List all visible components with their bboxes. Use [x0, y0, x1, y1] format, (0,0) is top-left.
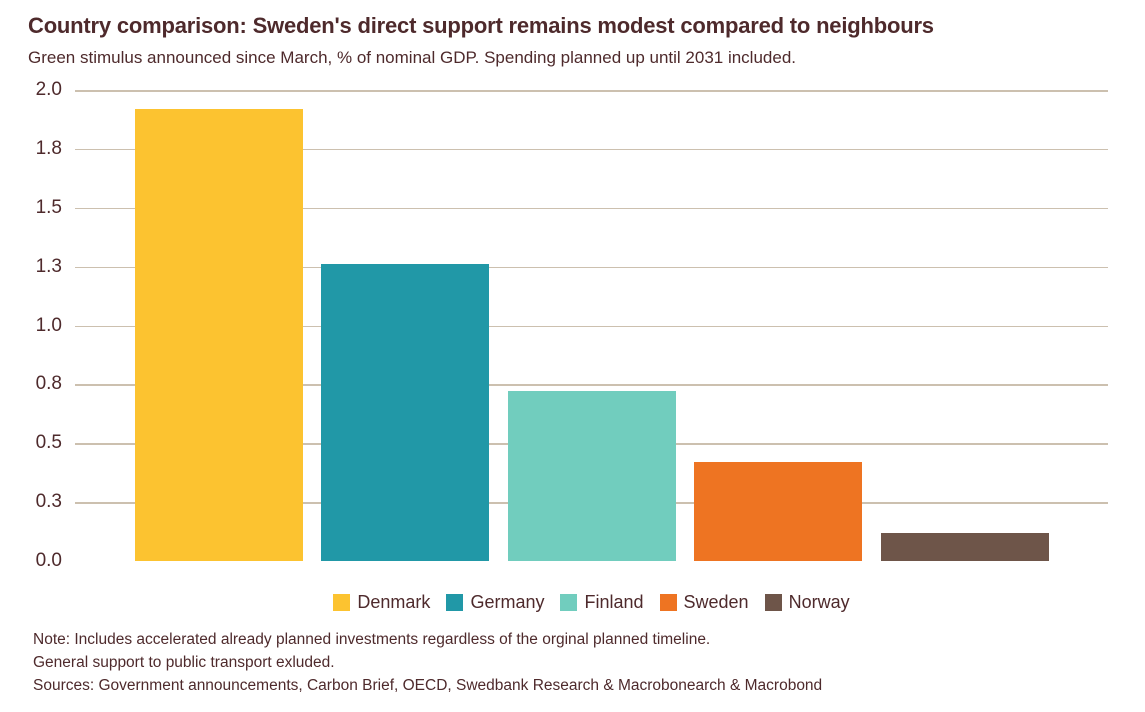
legend-item-sweden: Sweden [659, 591, 749, 613]
gridline [75, 148, 1108, 151]
legend-swatch-denmark [333, 593, 351, 611]
bar-norway [880, 532, 1049, 561]
legend-label: Sweden [683, 591, 749, 612]
sources-line: Sources: Government announcements, Carbo… [33, 677, 823, 694]
y-tick-label: 2.0 [35, 79, 62, 100]
gridline [75, 325, 1108, 327]
bar-finland [507, 391, 676, 561]
y-tick-label: 0.8 [35, 373, 62, 395]
legend-item-finland: Finland [560, 591, 644, 613]
y-tick-label: 0.5 [35, 432, 62, 454]
note-line-1: Note: Includes accelerated already plann… [33, 631, 711, 648]
legend-label: Finland [584, 591, 644, 612]
gridline [75, 266, 1108, 269]
y-axis: 0.0 0.3 0.5 0.8 1.0 1.3 1.5 1.8 2.0 [0, 0, 62, 712]
bar-germany [321, 264, 489, 561]
legend-label: Norway [788, 591, 850, 612]
chart-subtitle: Green stimulus announced since March, % … [28, 48, 797, 67]
bar-sweden [694, 462, 862, 561]
legend: Denmark Germany Finland Sweden Norway [75, 589, 1108, 615]
legend-swatch-finland [560, 593, 578, 611]
gridline [75, 384, 1108, 386]
legend-label: Denmark [357, 591, 431, 612]
legend-label: Germany [470, 591, 545, 612]
y-tick-label: 1.3 [35, 255, 62, 277]
chart-title: Country comparison: Sweden's direct supp… [28, 13, 934, 38]
y-tick-label: 0.0 [35, 550, 62, 571]
y-tick-label: 1.0 [35, 314, 62, 336]
gridline [75, 90, 1108, 92]
legend-swatch-germany [446, 593, 464, 611]
bar-denmark [134, 108, 303, 561]
legend-swatch-sweden [659, 593, 677, 611]
y-tick-label: 1.8 [35, 137, 62, 159]
legend-item-denmark: Denmark [333, 592, 430, 613]
legend-swatch-norway [764, 593, 782, 611]
gridline [75, 207, 1108, 210]
legend-item-norway: Norway [764, 591, 850, 613]
footer-notes: Note: Includes accelerated already plann… [33, 628, 822, 697]
y-tick-label: 1.5 [35, 196, 62, 218]
legend-item-germany: Germany [446, 592, 544, 613]
note-line-2: General support to public transport exlu… [33, 654, 335, 671]
y-tick-label: 0.3 [35, 491, 62, 513]
plot-area [75, 90, 1108, 561]
